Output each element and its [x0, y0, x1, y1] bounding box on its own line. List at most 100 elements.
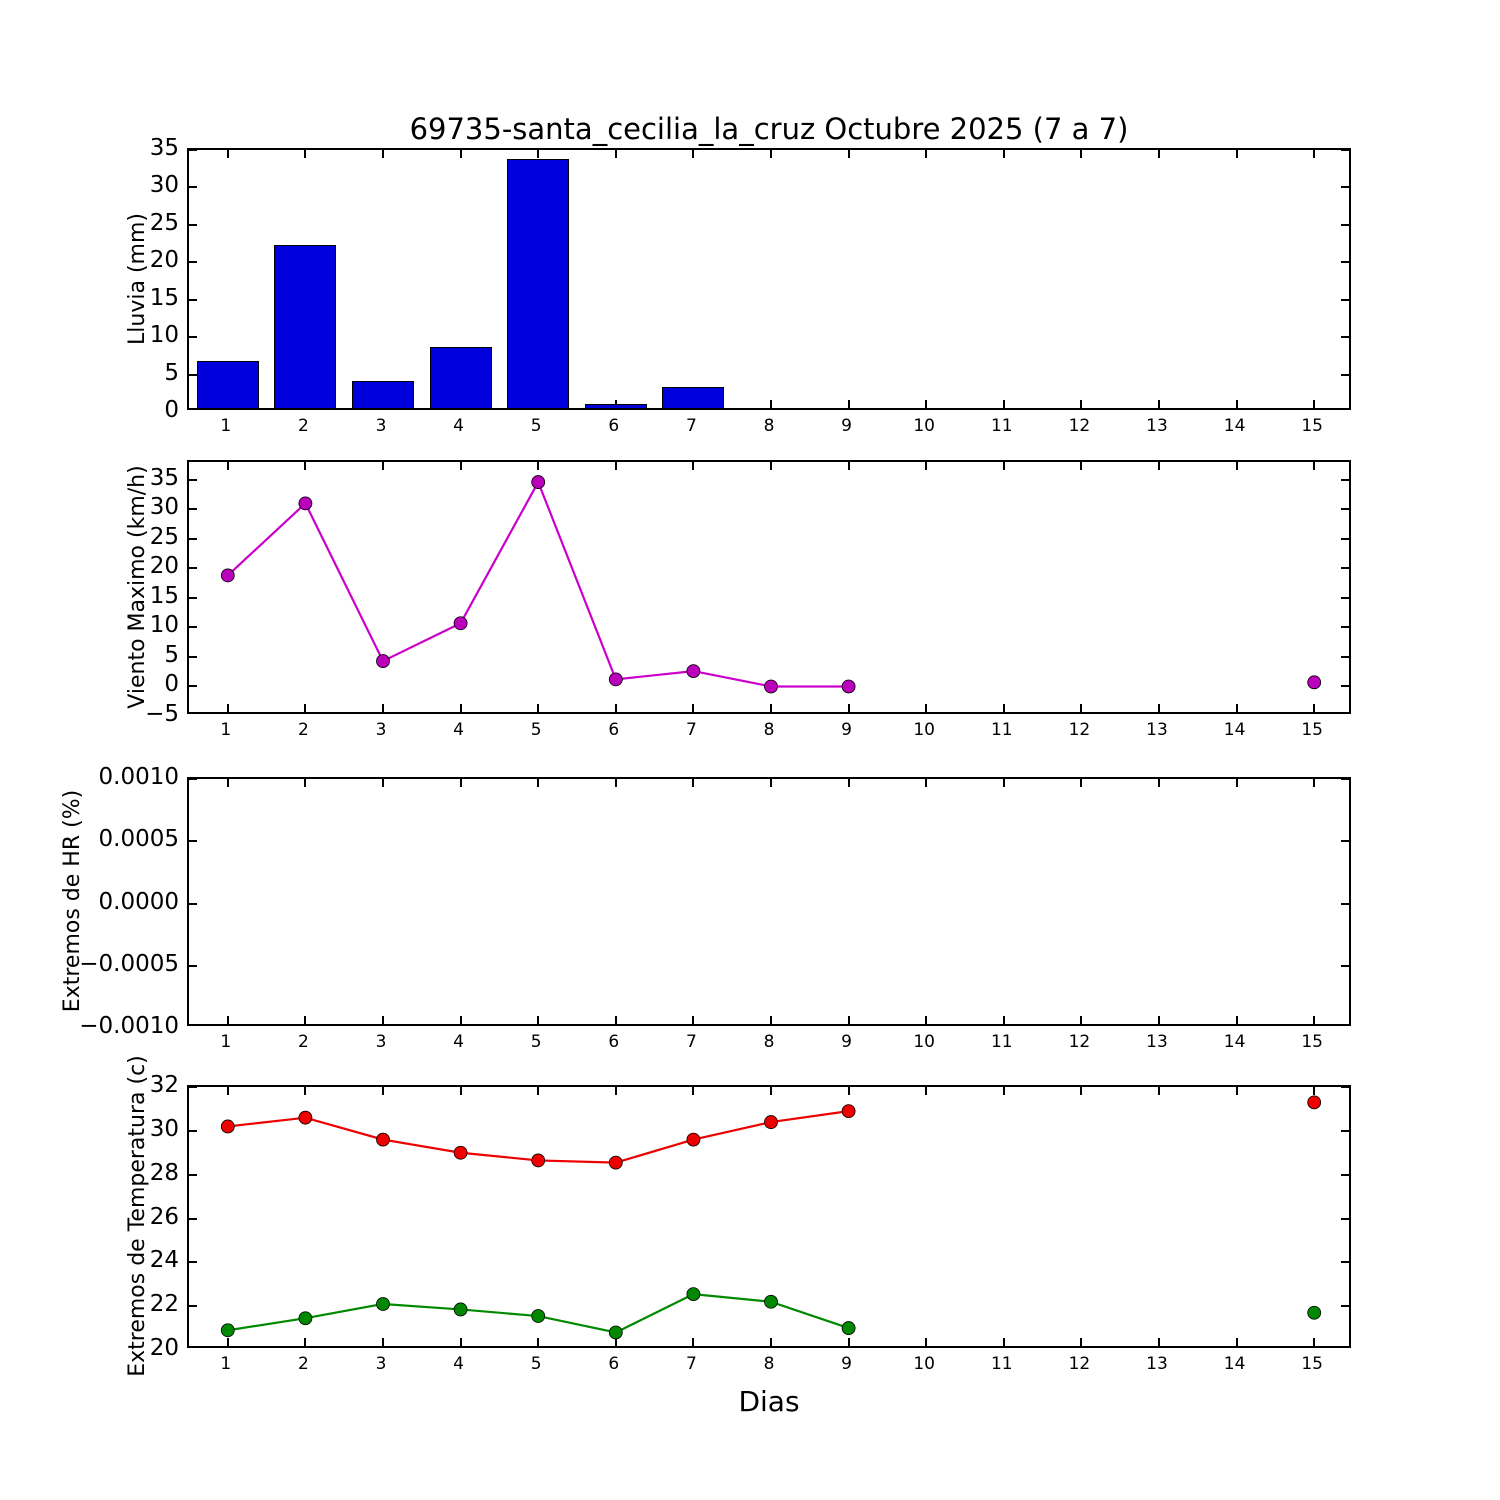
data-point — [220, 568, 235, 583]
ytick-mark — [189, 1173, 197, 1176]
plot-area-hr — [189, 779, 1349, 1024]
xtick-label: 3 — [375, 416, 387, 436]
xtick-mark-top — [459, 150, 462, 158]
xtick-label: 4 — [453, 720, 465, 740]
xtick-label: 8 — [763, 1032, 775, 1052]
xtick-label: 15 — [1301, 416, 1324, 436]
ytick-label: 20 — [149, 553, 179, 580]
xtick-mark — [1313, 1016, 1316, 1024]
xtick-mark-top — [459, 1087, 462, 1095]
xtick-label: 9 — [841, 1354, 853, 1374]
ytick-label: −5 — [145, 701, 179, 727]
xtick-label: 7 — [685, 1032, 697, 1052]
xtick-mark-top — [382, 462, 384, 470]
xtick-label: 12 — [1068, 720, 1091, 740]
xtick-mark-top — [1002, 462, 1005, 470]
data-point — [531, 1153, 546, 1168]
xtick-label: 13 — [1146, 1032, 1168, 1052]
xtick-mark — [1158, 1338, 1160, 1346]
xtick-mark-top — [614, 150, 617, 158]
xtick-mark — [1313, 704, 1316, 712]
data-point — [376, 1132, 390, 1147]
ytick-label: 0 — [164, 671, 179, 698]
ytick-mark — [189, 840, 197, 843]
xtick-mark-top — [692, 150, 695, 158]
xtick-mark-top — [1235, 150, 1238, 158]
ytick-label: 30 — [149, 1115, 179, 1142]
data-point — [531, 1309, 546, 1323]
xtick-label: 4 — [453, 1354, 465, 1374]
xtick-mark — [304, 1016, 307, 1024]
xtick-label: 13 — [1146, 1354, 1168, 1374]
xtick-label: 9 — [841, 720, 853, 740]
ytick-mark — [189, 1305, 197, 1308]
xtick-mark-top — [1080, 779, 1083, 787]
xtick-mark — [614, 704, 617, 712]
xtick-mark — [692, 1338, 695, 1346]
ytick-mark — [189, 223, 197, 226]
data-point — [841, 1321, 856, 1335]
ytick-mark-right — [1341, 1217, 1349, 1220]
ytick-mark — [189, 596, 197, 599]
data-point — [608, 1155, 623, 1170]
xtick-label: 14 — [1223, 416, 1246, 436]
xtick-mark-top — [304, 462, 307, 470]
xtick-mark-top — [847, 779, 850, 787]
xtick-mark — [1080, 400, 1083, 408]
series-group — [220, 1095, 1322, 1340]
xtick-mark-top — [304, 150, 307, 158]
xtick-mark-top — [537, 779, 540, 787]
xtick-mark-top — [459, 462, 462, 470]
xtick-label: 15 — [1301, 720, 1324, 740]
ytick-mark-right — [1341, 1087, 1349, 1088]
xtick-mark-top — [1313, 1087, 1316, 1095]
ytick-mark-right — [1341, 685, 1349, 688]
xtick-mark — [1235, 1016, 1238, 1024]
xtick-mark-top — [847, 150, 850, 158]
ytick-mark-right — [1341, 373, 1349, 376]
xtick-label: 3 — [375, 720, 387, 740]
xtick-mark — [1158, 400, 1160, 408]
xtick-mark-top — [692, 462, 695, 470]
ytick-mark — [189, 902, 197, 905]
ytick-label: 25 — [149, 209, 179, 236]
xtick-mark-top — [537, 1087, 540, 1095]
xtick-mark — [382, 1016, 384, 1024]
ytick-label: 20 — [149, 247, 179, 274]
xtick-mark-top — [614, 462, 617, 470]
ytick-mark-right — [1341, 596, 1349, 599]
xtick-label: 10 — [913, 1354, 936, 1374]
ytick-mark — [189, 150, 197, 151]
xtick-mark-top — [1002, 150, 1005, 158]
xtick-mark — [1235, 704, 1238, 712]
xtick-label: 3 — [375, 1032, 387, 1052]
xtick-mark — [770, 1338, 772, 1346]
xtick-mark — [925, 1338, 928, 1346]
xtick-label: 14 — [1223, 1354, 1246, 1374]
ytick-mark-right — [1341, 478, 1349, 481]
xtick-mark — [925, 1016, 928, 1024]
xtick-label: 7 — [685, 416, 697, 436]
data-point — [686, 664, 701, 679]
xtick-mark-top — [1002, 1087, 1005, 1095]
panel-hr — [187, 777, 1351, 1026]
data-point — [220, 1323, 235, 1338]
xtick-label: 14 — [1223, 720, 1246, 740]
xtick-mark-top — [1235, 462, 1238, 470]
ytick-mark-right — [1341, 655, 1349, 658]
xtick-label: 10 — [913, 1032, 936, 1052]
xtick-mark-top — [382, 1087, 384, 1095]
xtick-mark — [226, 1338, 229, 1346]
ytick-label: 15 — [149, 284, 179, 311]
panel-lluvia — [187, 148, 1351, 410]
xtick-mark-top — [614, 779, 617, 787]
ytick-label: 20 — [149, 1335, 179, 1361]
xtick-mark — [692, 1016, 695, 1024]
xtick-mark-top — [1235, 1087, 1238, 1095]
ytick-label: 28 — [149, 1159, 179, 1186]
xtick-mark-top — [1235, 779, 1238, 787]
data-point — [764, 1115, 778, 1129]
xtick-label: 1 — [220, 720, 232, 740]
xtick-label: 12 — [1068, 416, 1091, 436]
data-point — [1307, 1305, 1322, 1320]
